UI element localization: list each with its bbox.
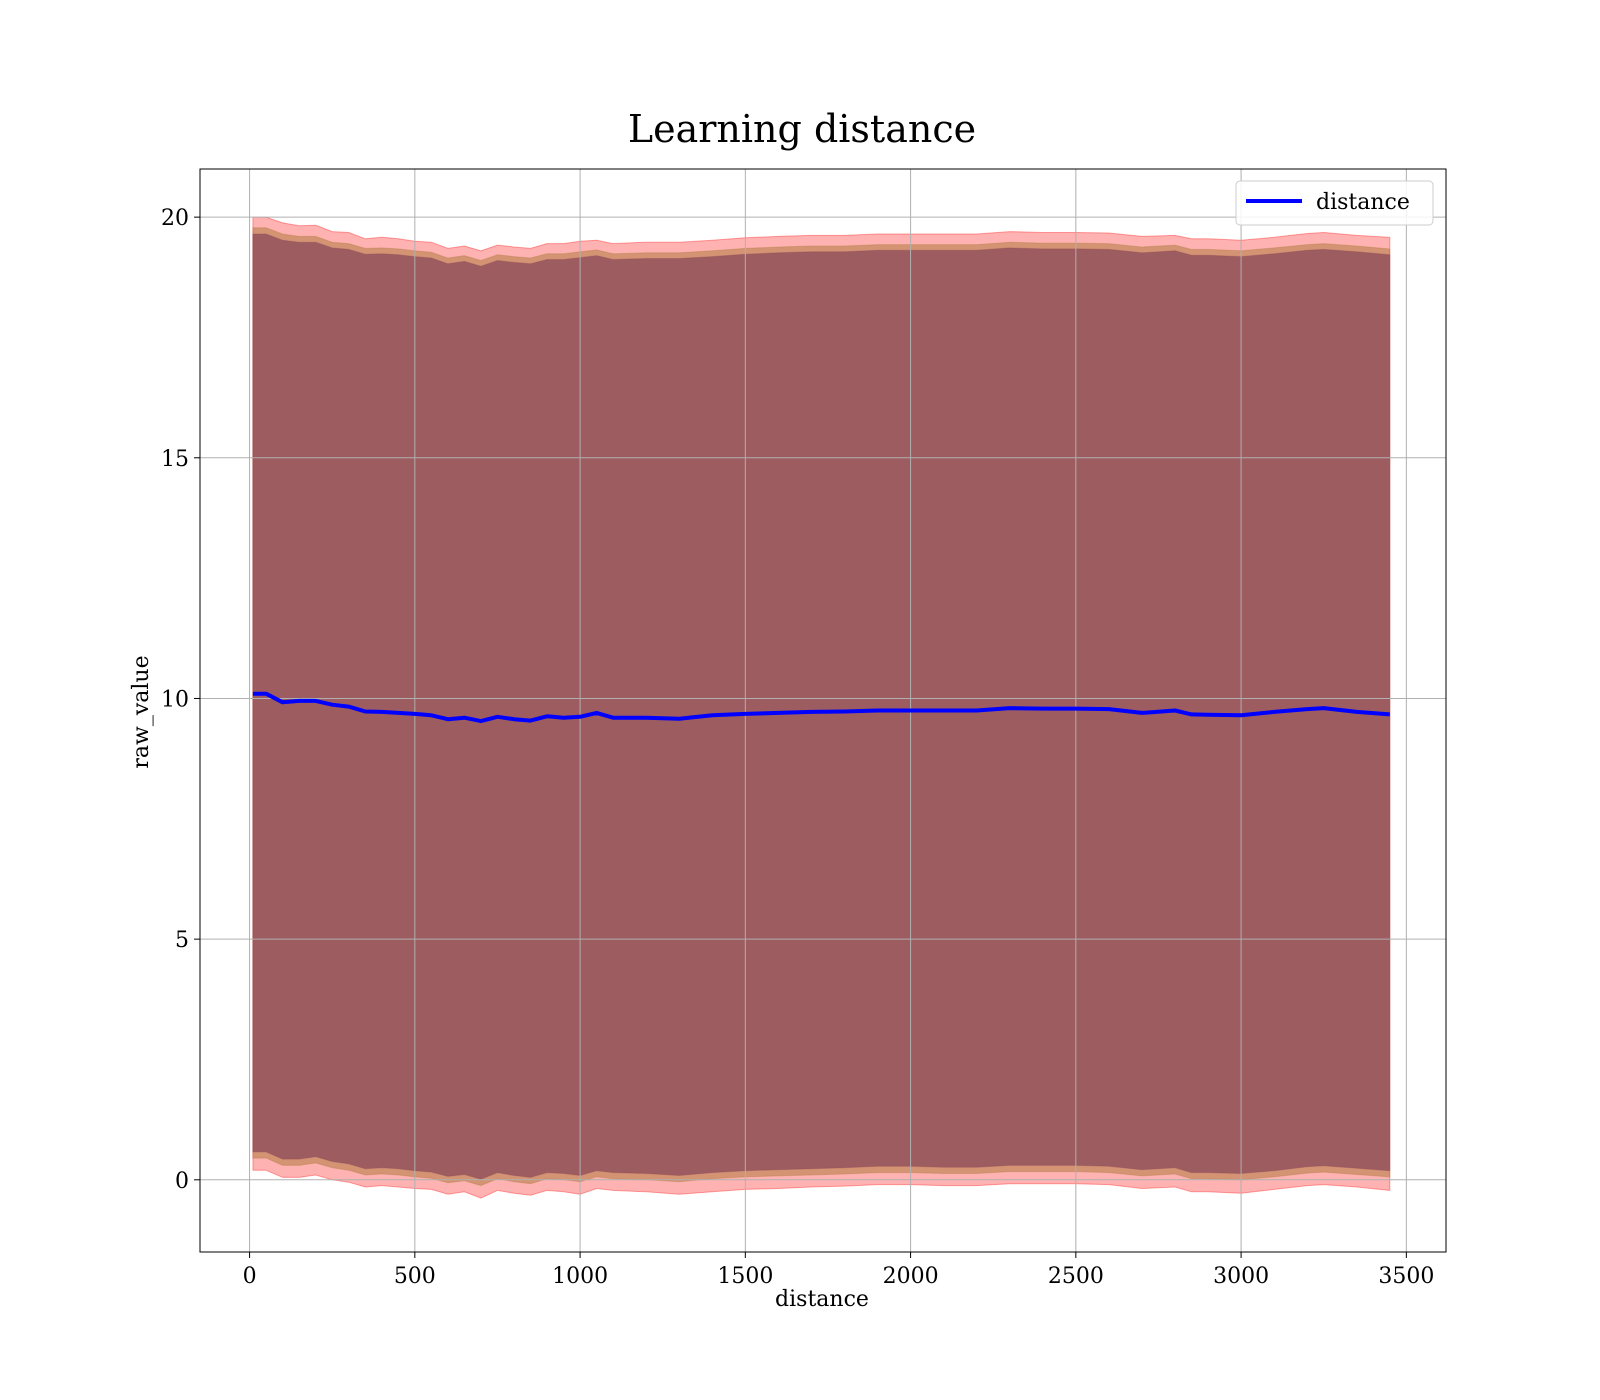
y-axis-label: raw_value <box>129 655 154 768</box>
plot-frame <box>199 168 1447 1253</box>
y-tick-label: 0 <box>175 1169 189 1194</box>
x-tick-label: 2000 <box>883 1264 939 1289</box>
x-tick-label: 3500 <box>1378 1264 1434 1289</box>
legend-box <box>1235 180 1434 226</box>
x-axis-ticks: 0 500 1000 1500 2000 2500 3000 3500 <box>243 1252 1434 1289</box>
x-tick-label: 500 <box>394 1264 436 1289</box>
chart-title: Learning distance <box>628 107 976 151</box>
x-tick-label: 2500 <box>1048 1264 1104 1289</box>
plot-area <box>199 168 1447 1253</box>
band-inner <box>252 233 1391 1180</box>
legend: distance <box>1235 180 1434 226</box>
legend-label-distance: distance <box>1316 190 1410 215</box>
y-tick-label: 10 <box>161 687 189 712</box>
y-tick-label: 15 <box>161 447 189 472</box>
x-axis-label: distance <box>775 1287 869 1312</box>
x-tick-label: 1500 <box>717 1264 773 1289</box>
series-line-distance <box>252 691 1390 724</box>
series-lines <box>252 691 1390 724</box>
y-tick-label: 5 <box>175 928 189 953</box>
confidence-bands <box>252 216 1391 1199</box>
y-tick-label: 20 <box>161 206 189 231</box>
x-tick-label: 3000 <box>1213 1264 1269 1289</box>
x-tick-label: 1000 <box>552 1264 608 1289</box>
y-axis-ticks: 0 5 10 15 20 <box>161 206 200 1194</box>
x-tick-label: 0 <box>243 1264 257 1289</box>
